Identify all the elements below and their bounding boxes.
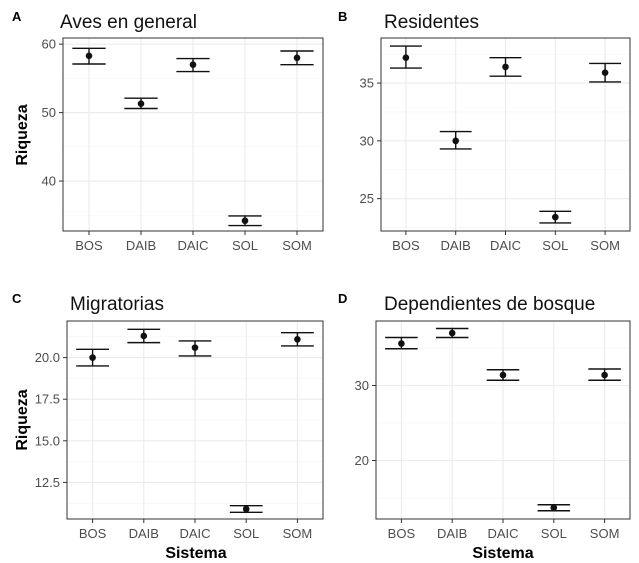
- data-point-sol: [241, 217, 249, 225]
- y-axis-title: Riqueza: [14, 389, 31, 450]
- x-tick-label: SOM: [590, 526, 620, 541]
- y-tick-label: 25: [360, 191, 374, 206]
- data-point-bos: [89, 354, 96, 361]
- y-tick-label: 15.0: [35, 433, 60, 448]
- y-tick-label: 40: [42, 174, 56, 189]
- data-point-bos: [398, 340, 405, 347]
- data-point-sol: [552, 213, 559, 221]
- panel-b: B Residentes 25 30 35 BOS DAIB DAIC SOL SOM: [338, 9, 631, 253]
- y-tick-label: 50: [42, 105, 56, 120]
- data-point-som: [293, 54, 301, 62]
- y-tick-label: 60: [42, 37, 56, 52]
- x-tick-label: BOS: [392, 238, 420, 253]
- panel-letter: B: [338, 9, 347, 24]
- x-tick-label: DAIC: [490, 238, 521, 253]
- panel-letter: D: [338, 291, 347, 306]
- panel-d: D Dependientes de bosque 20 30 BOS DAIB DAIC SO…: [338, 291, 631, 562]
- y-tick-label: 30: [355, 378, 369, 393]
- x-tick-label: DAIC: [177, 238, 208, 253]
- data-point-som: [601, 371, 608, 379]
- data-point-daib: [140, 332, 148, 340]
- x-axis-title: Sistema: [472, 545, 533, 562]
- panel-letter: C: [12, 291, 22, 306]
- panel-title: Residentes: [384, 12, 479, 33]
- x-tick-label: DAIC: [487, 526, 518, 541]
- x-tick-label: DAIC: [179, 526, 210, 541]
- data-point-som: [294, 336, 301, 343]
- panel-title: Aves en general: [60, 12, 197, 33]
- data-point-som: [601, 69, 609, 76]
- data-point-daic: [502, 63, 509, 71]
- x-tick-label: SOL: [232, 238, 258, 253]
- data-point-daib: [448, 329, 456, 337]
- x-tick-label: SOM: [283, 526, 313, 541]
- panel-letter: A: [12, 9, 22, 24]
- plot-frame: [62, 37, 324, 232]
- data-point-sol: [550, 504, 558, 512]
- x-tick-label: SOL: [542, 238, 568, 253]
- panel-title: Migratorias: [70, 294, 164, 315]
- plot-frame: [380, 37, 631, 232]
- y-tick-label: 35: [360, 76, 374, 91]
- x-tick-label: SOL: [233, 526, 259, 541]
- data-point-daib: [452, 137, 460, 145]
- y-tick-label: 17.5: [35, 392, 60, 407]
- x-tick-label: DAIB: [437, 526, 467, 541]
- x-axis-title: Sistema: [165, 545, 226, 562]
- x-tick-label: DAIB: [126, 238, 156, 253]
- x-tick-label: BOS: [75, 238, 103, 253]
- x-tick-label: BOS: [388, 526, 416, 541]
- y-tick-label: 20: [355, 453, 369, 468]
- x-tick-label: BOS: [79, 526, 107, 541]
- data-point-daic: [499, 371, 507, 379]
- x-tick-label: SOM: [590, 238, 620, 253]
- plot-frame: [66, 320, 324, 520]
- y-tick-label: 30: [360, 133, 374, 148]
- panel-title: Dependientes de bosque: [384, 294, 595, 315]
- x-tick-label: DAIB: [441, 238, 471, 253]
- x-tick-label: SOM: [282, 238, 312, 253]
- data-point-bos: [85, 52, 93, 60]
- y-tick-label: 12.5: [35, 475, 60, 490]
- data-point-sol: [242, 505, 250, 513]
- plot-frame: [375, 320, 631, 520]
- x-tick-label: DAIB: [129, 526, 159, 541]
- panel-a: A Aves en general 40 50 60 BOS DAIB DAIC SOL SOM R…: [12, 9, 324, 253]
- data-point-daic: [189, 61, 197, 68]
- y-axis-title: Riqueza: [14, 104, 31, 165]
- x-tick-label: SOL: [541, 526, 567, 541]
- data-point-daic: [191, 344, 199, 351]
- y-tick-label: 20.0: [35, 350, 60, 365]
- data-point-bos: [402, 54, 410, 61]
- data-point-daib: [137, 100, 145, 108]
- panel-c: C Migratorias 12.5 15.0 17.5 20.0 BOS DAIB DAIC S…: [12, 291, 324, 562]
